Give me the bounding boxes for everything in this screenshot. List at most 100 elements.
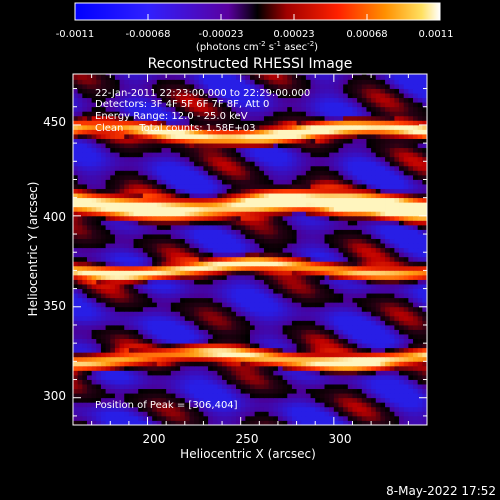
heatmap-cell — [236, 229, 242, 235]
heatmap-cell — [180, 243, 186, 249]
heatmap-cell — [375, 324, 381, 330]
heatmap-cell — [105, 229, 111, 235]
heatmap-cell — [273, 284, 279, 289]
heatmap-cell — [329, 288, 335, 294]
heatmap-cell — [399, 343, 405, 349]
heatmap-cell — [259, 406, 265, 412]
heatmap-cell — [352, 379, 358, 385]
heatmap-cell — [156, 284, 162, 289]
heatmap-cell — [110, 152, 116, 158]
heatmap-cell — [263, 224, 270, 230]
heatmap-cell — [96, 361, 102, 367]
heatmap-cell — [417, 347, 423, 353]
heatmap-cell — [250, 347, 256, 353]
heatmap-cell — [389, 202, 395, 208]
heatmap-cell — [110, 388, 116, 394]
heatmap-cell — [77, 288, 83, 294]
heatmap-cell — [198, 415, 204, 421]
heatmap-cell — [277, 220, 284, 226]
heatmap-cell — [156, 129, 162, 135]
heatmap-cell — [357, 420, 363, 425]
heatmap-cell — [338, 279, 344, 285]
heatmap-cell — [385, 188, 391, 194]
heatmap-cell — [380, 188, 386, 194]
heatmap-cell — [333, 347, 339, 353]
heatmap-cell — [82, 252, 88, 258]
heatmap-cell — [310, 379, 316, 385]
heatmap-cell — [133, 124, 139, 130]
heatmap-cell — [161, 147, 167, 153]
heatmap-cell — [254, 238, 260, 244]
heatmap-cell — [222, 202, 228, 208]
heatmap-cell — [380, 356, 386, 362]
heatmap-cell — [175, 315, 181, 321]
heatmap-cell — [161, 311, 167, 317]
heatmap-cell — [128, 279, 134, 285]
heatmap-cell — [231, 261, 237, 267]
heatmap-cell — [375, 384, 381, 390]
heatmap-cell — [361, 279, 367, 285]
heatmap-cell — [110, 361, 116, 367]
heatmap-cell — [385, 170, 391, 176]
heatmap-cell — [198, 193, 204, 199]
heatmap-cell — [329, 206, 335, 212]
heatmap-cell — [329, 324, 335, 330]
heatmap-cell — [305, 374, 311, 380]
heatmap-cell — [180, 365, 186, 371]
heatmap-cell — [399, 238, 405, 244]
heatmap-cell — [403, 384, 409, 390]
heatmap-cell — [338, 184, 344, 189]
heatmap-cell — [301, 379, 307, 385]
heatmap-cell — [333, 134, 339, 139]
heatmap-cell — [91, 288, 97, 294]
heatmap-cell — [403, 356, 409, 362]
heatmap-cell — [305, 284, 311, 289]
heatmap-cell — [259, 234, 265, 239]
heatmap-cell — [282, 188, 288, 194]
heatmap-cell — [236, 170, 242, 176]
heatmap-cell — [152, 247, 158, 253]
heatmap-cell — [394, 393, 400, 399]
heatmap-cell — [91, 311, 97, 317]
heatmap-cell — [333, 202, 339, 208]
heatmap-cell — [375, 188, 381, 194]
heatmap-cell — [133, 197, 139, 203]
heatmap-cell — [417, 134, 423, 139]
heatmap-cell — [147, 138, 153, 144]
heatmap-cell — [147, 224, 153, 230]
heatmap-cell — [110, 193, 116, 199]
heatmap-cell — [371, 215, 377, 221]
heatmap-cell — [119, 134, 125, 139]
heatmap-cell — [254, 138, 260, 144]
heatmap-cell — [166, 211, 172, 217]
heatmap-cell — [357, 179, 363, 185]
heatmap-cell — [343, 288, 349, 294]
heatmap-cell — [91, 202, 97, 208]
colorbar-tick-label: -0.00068 — [126, 29, 171, 40]
heatmap-cell — [361, 206, 367, 212]
heatmap-cell — [175, 270, 181, 276]
heatmap-cell — [263, 365, 270, 371]
heatmap-cell — [212, 329, 218, 335]
heatmap-cell — [380, 306, 386, 312]
heatmap-cell — [422, 170, 427, 176]
heatmap-cell — [301, 415, 307, 421]
heatmap-cell — [208, 161, 214, 167]
heatmap-cell — [217, 179, 223, 185]
heatmap-cell — [189, 297, 195, 303]
heatmap-cell — [343, 374, 349, 380]
heatmap-cell — [86, 311, 93, 317]
heatmap-cell — [366, 147, 372, 153]
heatmap-cell — [189, 202, 195, 208]
heatmap-cell — [338, 379, 344, 385]
heatmap-cell — [152, 329, 158, 335]
heatmap-cell — [161, 215, 167, 221]
heatmap-cell — [194, 252, 200, 258]
heatmap-cell — [343, 274, 349, 280]
heatmap-cell — [254, 343, 260, 349]
heatmap-cell — [315, 297, 321, 303]
heatmap-cell — [310, 347, 316, 353]
heatmap-cell — [152, 202, 158, 208]
heatmap-cell — [403, 397, 409, 403]
heatmap-cell — [352, 397, 358, 403]
